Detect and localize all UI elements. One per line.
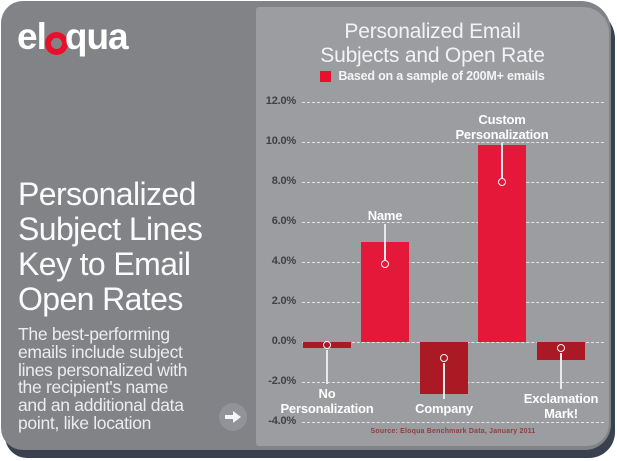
description-text: The best-performing emails include subjec…	[18, 324, 252, 433]
page-title: Personalized Subject Lines Key to Email Ope…	[18, 177, 250, 317]
y-axis-tick-label: 8.0%	[271, 175, 296, 187]
y-axis-tick-label: 4.0%	[271, 255, 296, 267]
category-label-name: Name	[310, 208, 460, 223]
bar-chart: 12.0% 10.0% 8.0% 6.0% 4.0% 2.0% 0.0% -2.0% -4.0%…	[1, 1, 611, 450]
text-line: Subject Lines	[18, 211, 203, 247]
text-line: Personalized	[18, 176, 196, 212]
text-line: The best-performing	[18, 324, 170, 344]
chart-title: Personalized Email Subjects and Open Rate	[256, 20, 609, 68]
next-arrow-button[interactable]	[219, 403, 247, 431]
y-axis-tick-label: -4.0%	[268, 415, 296, 427]
callout-line	[560, 352, 562, 389]
callout-line	[384, 224, 386, 260]
y-axis-tick-label: 0.0%	[271, 335, 296, 347]
category-label-custom-personalization: Custom Personalization	[427, 112, 577, 142]
callout-circle	[497, 177, 506, 186]
callout-line	[326, 349, 328, 384]
gridline	[302, 222, 604, 223]
text-line: Personalized Email	[344, 20, 521, 43]
text-line: Company	[415, 401, 473, 416]
arrow-right-icon	[233, 411, 241, 423]
text-line: Personalization	[455, 127, 549, 142]
text-line: Key to Email	[18, 246, 191, 282]
callout-circle	[380, 259, 389, 268]
text-line: Mark!	[544, 406, 578, 421]
text-line: Open Rates	[18, 281, 183, 317]
eloqua-logo: el qua	[17, 13, 129, 61]
text-line: the recipient's name	[18, 377, 169, 398]
legend-swatch-icon	[320, 70, 332, 82]
callout-line	[443, 362, 445, 399]
arrow-right-icon	[225, 415, 233, 419]
text-line: and an additional data	[18, 395, 184, 416]
text-line: Custom	[478, 112, 526, 127]
callout-line	[501, 143, 503, 178]
callout-circle	[439, 353, 448, 362]
callout-circle	[556, 343, 565, 352]
logo-text-start: el	[17, 16, 47, 57]
text-line: lines personalized with	[18, 359, 188, 380]
text-line: Name	[367, 208, 403, 223]
gridline	[302, 262, 604, 263]
text-line: Subjects and Open Rate	[320, 44, 545, 67]
logo-ring-icon	[44, 31, 68, 55]
gridline	[302, 102, 604, 103]
logo-text-end: qua	[64, 16, 129, 57]
category-label-company: Company	[369, 401, 519, 416]
callout-circle	[322, 340, 331, 349]
text-line: Personalization	[280, 401, 374, 416]
gridline	[302, 182, 604, 183]
category-label-exclamation-mark: Exclamation Mark!	[486, 391, 617, 421]
text-line: No	[318, 386, 336, 401]
y-axis-tick-label: -2.0%	[268, 375, 296, 387]
text-line: point, like location	[18, 412, 152, 433]
gridline	[302, 302, 604, 303]
chart-legend: Based on a sample of 200M+ emails	[256, 69, 609, 83]
legend-label: Based on a sample of 200M+ emails	[338, 69, 545, 83]
text-line: emails include subject	[18, 341, 183, 362]
source-citation: Source: Eloqua Benchmark Data, January 2…	[370, 428, 536, 435]
text-line: Exclamation	[523, 391, 599, 406]
y-axis-tick-label: 12.0%	[265, 95, 296, 107]
slide-card: el qua Personalized Subject Lines Key to E…	[1, 1, 611, 450]
category-label-no-personalization: No Personalization	[252, 386, 402, 416]
gridline	[302, 422, 604, 423]
y-axis-tick-label: 6.0%	[271, 215, 296, 227]
y-axis-tick-label: 10.0%	[265, 135, 296, 147]
y-axis-tick-label: 2.0%	[271, 295, 296, 307]
gridline	[302, 142, 604, 143]
